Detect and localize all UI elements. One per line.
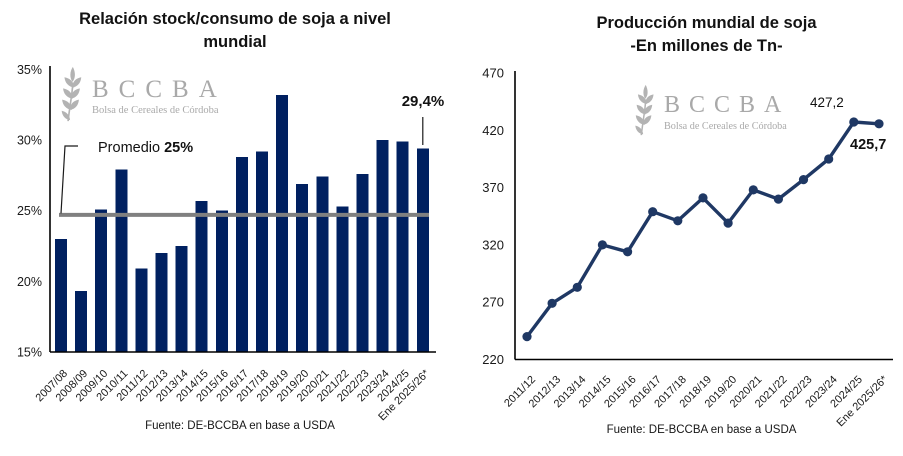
- y-tick-label: 470: [482, 66, 504, 81]
- average-label-prefix: Promedio: [98, 140, 165, 156]
- right-chart-title: Producción mundial de soja -En millones …: [510, 12, 903, 58]
- left-chart-source-note: Fuente: DE-BCCBA en base a USDA: [145, 420, 335, 432]
- data-point-2016/17: [648, 207, 658, 217]
- stock-consumption-ratio-chart: Relación stock/consumo de soja a nivel m…: [15, 8, 455, 432]
- world-production-line-plot: 2202703203704204702011/122012/132013/142…: [482, 66, 893, 429]
- y-tick-label: 25%: [17, 204, 42, 218]
- bccba-logo-subtitle: Bolsa de Cereales de Córdoba: [664, 121, 787, 132]
- annotation-2024-25-value: 427,2: [810, 95, 844, 110]
- bccba-logo-subtitle: Bolsa de Cereales de Córdoba: [92, 105, 219, 116]
- bar-2012/13: [155, 253, 168, 352]
- average-line-label: Promedio 25%: [98, 140, 193, 156]
- data-point-2020/21: [748, 185, 758, 195]
- bar-2014/15: [195, 200, 208, 352]
- bar-2015/16: [215, 210, 228, 352]
- last-bar-value-label: 29,4%: [401, 93, 445, 110]
- y-tick-label: 30%: [17, 134, 42, 148]
- bar-2018/19: [276, 94, 289, 353]
- bar-2023/24: [376, 140, 389, 352]
- y-tick-label: 220: [482, 352, 504, 367]
- data-point-2012/13: [547, 298, 557, 308]
- data-point-Ene 2025/26*: [874, 119, 884, 129]
- data-point-2013/14: [572, 282, 582, 292]
- average-label-value: 25%: [164, 140, 194, 156]
- bccba-logo-watermark: BCCBA Bolsa de Cereales de Córdoba: [631, 82, 790, 138]
- bar-2021/22: [336, 206, 349, 352]
- right-chart-source-note: Fuente: DE-BCCBA en base a USDA: [606, 424, 797, 436]
- stock-consumption-bar-plot: 15%20%25%30%35%2007/082008/092009/102010…: [17, 63, 436, 423]
- right-chart-title-line1: Producción mundial de soja: [596, 14, 817, 32]
- bar-2020/21: [316, 176, 329, 352]
- average-label-leader-line: [60, 145, 78, 214]
- bar-Ene 2025/26*: [416, 148, 429, 352]
- data-point-2014/15: [597, 240, 607, 250]
- left-chart-title-line1: Relación stock/consumo de soja a nivel: [79, 10, 391, 28]
- wheat-ear-icon: [61, 66, 82, 122]
- y-tick-label: 15%: [17, 346, 42, 360]
- data-point-2019/20: [723, 218, 733, 228]
- bccba-logo-text: BCCBA Bolsa de Cereales de Córdoba: [664, 82, 791, 133]
- production-series-line: [525, 120, 881, 339]
- left-chart-title: Relación stock/consumo de soja a nivel m…: [15, 8, 455, 54]
- bar-2008/09: [75, 291, 88, 352]
- bar-2011/12: [135, 268, 148, 352]
- bar-2010/11: [115, 169, 128, 352]
- y-tick-label: 420: [482, 123, 504, 138]
- bar-2013/14: [175, 246, 188, 352]
- data-point-2018/19: [698, 193, 708, 203]
- bar-2016/17: [235, 157, 248, 352]
- y-tick-label: 270: [482, 295, 504, 310]
- data-point-2022/23: [798, 175, 809, 185]
- bccba-logo-acronym: BCCBA: [92, 76, 227, 103]
- y-tick-label: 370: [482, 180, 504, 195]
- bar-2019/20: [296, 183, 309, 352]
- bccba-logo-watermark: BCCBA Bolsa de Cereales de Córdoba: [57, 66, 227, 122]
- bccba-logo-text: BCCBA Bolsa de Cereales de Córdoba: [92, 66, 227, 116]
- bar-2024/25: [396, 141, 409, 352]
- right-chart-title-line2: -En millones de Tn-: [630, 37, 783, 55]
- data-point-2011/12: [522, 332, 532, 342]
- data-point-2024/25: [849, 117, 859, 127]
- bar-2009/10: [95, 209, 108, 352]
- bar-2022/23: [356, 173, 369, 352]
- annotation-2025-26-value: 425,7: [850, 137, 887, 153]
- y-tick-label: 320: [482, 237, 504, 252]
- y-tick-label: 20%: [17, 275, 42, 289]
- bar-2017/18: [256, 151, 268, 352]
- bar-2007/08: [55, 238, 67, 352]
- wheat-ear-icon: [635, 84, 654, 136]
- bccba-logo-acronym: BCCBA: [664, 92, 791, 118]
- data-point-2017/18: [673, 216, 683, 226]
- world-production-chart: Producción mundial de soja -En millones …: [460, 0, 903, 456]
- data-point-2015/16: [623, 247, 633, 257]
- data-point-2023/24: [824, 154, 834, 164]
- y-tick-label: 35%: [17, 63, 42, 77]
- data-point-2021/22: [773, 194, 783, 204]
- left-chart-title-line2: mundial: [203, 33, 267, 51]
